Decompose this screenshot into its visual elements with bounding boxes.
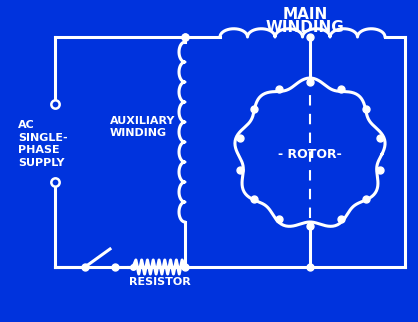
Text: WINDING: WINDING — [265, 20, 344, 34]
Text: RESISTOR: RESISTOR — [129, 277, 191, 287]
Text: - ROTOR-: - ROTOR- — [278, 147, 342, 160]
Text: AC
SINGLE-
PHASE
SUPPLY: AC SINGLE- PHASE SUPPLY — [18, 120, 68, 167]
Text: MAIN: MAIN — [283, 6, 328, 22]
Text: AUXILIARY
WINDING: AUXILIARY WINDING — [110, 116, 176, 138]
